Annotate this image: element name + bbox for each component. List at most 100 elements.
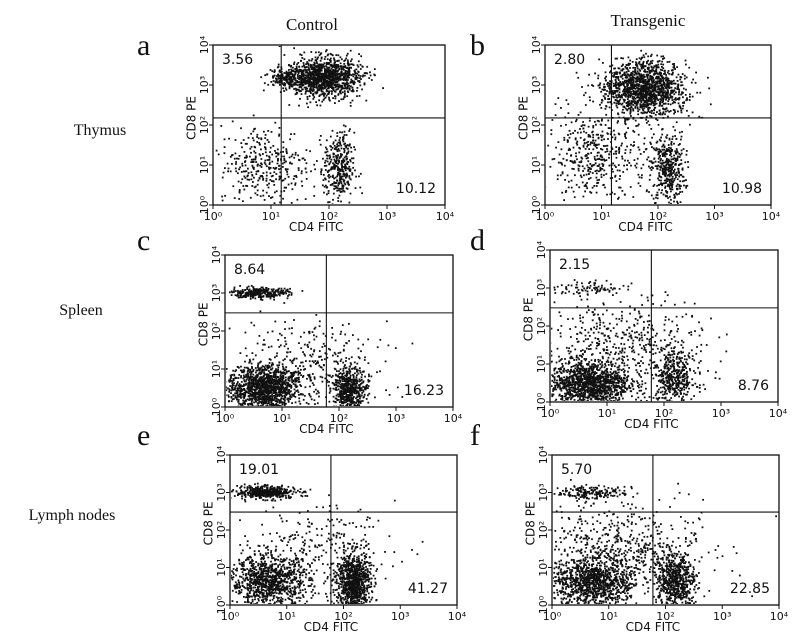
event-dot [682, 148, 685, 150]
event-dot [327, 93, 330, 95]
event-dot [337, 171, 339, 174]
event-dot [639, 70, 642, 72]
event-dot [322, 179, 325, 181]
event-dot [332, 142, 335, 145]
event-dot [601, 98, 603, 101]
event-dot [641, 56, 643, 59]
event-dot [250, 161, 253, 163]
event-dot [274, 80, 277, 83]
event-dot [264, 142, 266, 145]
event-dot [288, 87, 291, 90]
event-dot [249, 368, 252, 371]
event-dot [253, 293, 255, 296]
event-dot [324, 159, 327, 162]
event-dot [652, 133, 655, 136]
event-dot [653, 157, 656, 160]
event-dot [670, 141, 673, 143]
event-dot [233, 286, 236, 289]
event-dot [359, 186, 362, 189]
event-dot [308, 82, 311, 85]
event-dot [627, 105, 630, 108]
event-dot [661, 182, 664, 185]
event-dot [229, 291, 231, 294]
event-dot [659, 103, 661, 105]
event-dot [657, 99, 660, 101]
event-dot [624, 90, 627, 93]
event-dot [611, 64, 614, 67]
event-dot [301, 65, 304, 68]
event-dot [271, 153, 274, 156]
event-dot [363, 72, 366, 74]
event-dot [246, 185, 249, 187]
event-dot [553, 158, 556, 160]
event-dot [252, 296, 254, 299]
event-dot [619, 186, 622, 189]
event-dot [561, 191, 564, 194]
x-tick-label: 10⁴ [436, 210, 455, 223]
event-dot [651, 82, 654, 84]
event-dot [652, 197, 655, 200]
event-dot [275, 155, 278, 158]
event-dot [674, 82, 677, 85]
event-dot [315, 72, 318, 75]
event-dot [664, 152, 667, 154]
event-dot [651, 96, 654, 99]
event-dot [339, 90, 341, 93]
event-dot [304, 66, 307, 69]
event-dot [581, 86, 583, 88]
event-dot [341, 170, 344, 173]
event-dot [331, 66, 334, 69]
event-dot [614, 175, 616, 178]
event-dot [283, 155, 285, 158]
event-dot [648, 96, 651, 99]
event-dot [630, 164, 632, 167]
event-dot [669, 154, 671, 156]
event-dot [329, 84, 331, 87]
event-dot [295, 380, 298, 383]
event-dot [656, 165, 658, 168]
event-dot [654, 86, 657, 88]
event-dot [674, 164, 676, 166]
event-dot [624, 66, 627, 68]
event-dot [320, 86, 323, 89]
event-dot [302, 84, 305, 86]
event-dot [639, 90, 642, 93]
event-dot [314, 56, 317, 59]
event-dot [281, 166, 284, 168]
event-dot [645, 190, 648, 193]
event-dot [583, 167, 586, 170]
event-dot [588, 167, 591, 169]
event-dot [293, 47, 295, 50]
event-dot [613, 101, 616, 104]
event-dot [642, 82, 645, 84]
event-dot [620, 94, 623, 96]
event-dot [665, 153, 668, 155]
event-dot [349, 101, 352, 104]
event-dot [235, 161, 237, 163]
event-dot [315, 65, 317, 67]
event-dot [293, 175, 296, 178]
event-dot [368, 77, 371, 79]
event-dot [606, 148, 608, 150]
event-dot [286, 173, 289, 176]
event-dot [354, 73, 356, 76]
event-dot [252, 289, 255, 291]
event-dot [337, 65, 339, 68]
event-dot [320, 171, 322, 173]
event-dot [366, 65, 369, 68]
event-dot [294, 81, 297, 84]
event-dot [287, 399, 290, 402]
event-dot [328, 75, 331, 78]
event-dot [326, 67, 329, 70]
event-dot [642, 77, 644, 80]
event-dot [631, 97, 634, 100]
event-dot [271, 70, 274, 73]
event-dot [588, 134, 591, 137]
event-dot [245, 170, 248, 173]
event-dot [648, 107, 651, 109]
event-dot [290, 292, 293, 294]
event-dot [264, 292, 267, 295]
event-dot [685, 76, 688, 79]
event-dot [563, 136, 566, 139]
event-dot [347, 90, 349, 93]
